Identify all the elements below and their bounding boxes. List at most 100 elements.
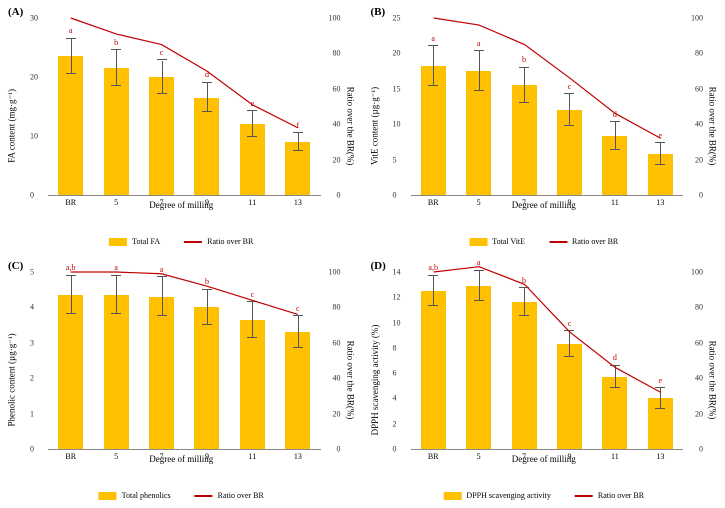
y2-tick: 100 [691, 14, 703, 23]
y2-tick: 80 [695, 49, 703, 58]
ratio-line [48, 272, 321, 449]
y-axis-label: FA content (mg·g⁻¹) [7, 89, 18, 163]
x-axis-label: Degree of milling [512, 454, 576, 464]
y-axis-label: VitE content (µg·g⁻¹) [369, 87, 380, 165]
y2-tick: 60 [695, 84, 703, 93]
y2-tick: 0 [337, 191, 341, 200]
legend-line-label: Ratio over BR [598, 491, 644, 500]
y2-tick: 80 [333, 303, 341, 312]
y-tick: 0 [393, 191, 397, 200]
y2-tick: 100 [691, 268, 703, 277]
sig-letter: a,b [66, 263, 76, 272]
legend-line-label: Ratio over BR [218, 491, 264, 500]
y-tick: 5 [30, 268, 34, 277]
y-tick: 20 [393, 49, 401, 58]
x-tick-label: BR [411, 452, 456, 461]
x-tick-label: 13 [638, 198, 683, 207]
x-tick-label: BR [411, 198, 456, 207]
y2-tick: 40 [333, 374, 341, 383]
legend-line: Ratio over BR [575, 491, 644, 500]
ratio-line [411, 272, 684, 449]
y2-tick: 60 [695, 338, 703, 347]
legend-bar-label: DPPH scavenging activity [466, 491, 550, 500]
x-tick-label: 5 [456, 198, 501, 207]
legend-bar: Total VitE [469, 237, 525, 246]
y-tick: 0 [30, 445, 34, 454]
panel-label: (D) [371, 260, 386, 272]
plot-area: 0102030020406080100aBRb5c7d9e11f13 [48, 18, 321, 196]
legend-line: Ratio over BR [184, 237, 253, 246]
y2-tick: 20 [695, 155, 703, 164]
x-tick-label: 5 [93, 452, 138, 461]
ratio-line [48, 18, 321, 195]
plot-area: 0510152025020406080100aBRa5b7c9d11e13 [411, 18, 684, 196]
y2-tick: 0 [699, 191, 703, 200]
y-tick: 2 [30, 374, 34, 383]
legend-line-label: Ratio over BR [572, 237, 618, 246]
y-tick: 4 [30, 303, 34, 312]
y2-tick: 80 [333, 49, 341, 58]
legend-bar-label: Total VitE [492, 237, 525, 246]
y2-tick: 0 [337, 445, 341, 454]
y-tick: 1 [30, 409, 34, 418]
y2-axis-label: Ratio over the BR(%) [346, 341, 356, 420]
y-tick: 0 [30, 191, 34, 200]
y2-tick: 40 [695, 374, 703, 383]
legend: DPPH scavenging activity Ratio over BR [443, 491, 644, 500]
y2-tick: 40 [695, 120, 703, 129]
panel-label: (B) [371, 6, 386, 18]
y2-tick: 80 [695, 303, 703, 312]
panel-label: (C) [8, 260, 23, 272]
x-tick-label: BR [48, 452, 93, 461]
y-tick: 15 [393, 84, 401, 93]
legend: Total VitE Ratio over BR [469, 237, 618, 246]
x-tick-label: 11 [230, 198, 275, 207]
x-tick-label: BR [48, 198, 93, 207]
y2-tick: 20 [333, 155, 341, 164]
x-tick-label: 5 [456, 452, 501, 461]
legend-line: Ratio over BR [549, 237, 618, 246]
y-axis-label: Phenolic content (µg·g⁻¹) [7, 333, 18, 426]
x-tick-label: 13 [275, 452, 320, 461]
legend-bar-label: Total phenolics [122, 491, 171, 500]
x-tick-label: 11 [592, 198, 637, 207]
y-tick: 12 [393, 293, 401, 302]
y-tick: 10 [30, 132, 38, 141]
y-tick: 6 [393, 369, 397, 378]
y-tick: 8 [393, 343, 397, 352]
y-tick: 5 [393, 155, 397, 164]
legend-line-label: Ratio over BR [207, 237, 253, 246]
y-tick: 4 [393, 394, 397, 403]
x-tick-label: 11 [592, 452, 637, 461]
y2-tick: 60 [333, 338, 341, 347]
y-tick: 0 [393, 445, 397, 454]
legend-bar: Total phenolics [99, 491, 171, 500]
legend: Total phenolics Ratio over BR [99, 491, 264, 500]
y2-tick: 20 [695, 409, 703, 418]
y2-axis-label: Ratio over the BR(%) [346, 87, 356, 166]
x-axis-label: Degree of milling [149, 200, 213, 210]
y2-tick: 0 [699, 445, 703, 454]
panel-a: (A) 0102030020406080100aBRb5c7d9e11f13 FA … [0, 0, 363, 254]
sig-letter: a [477, 258, 481, 267]
y-tick: 14 [393, 268, 401, 277]
y-tick: 25 [393, 14, 401, 23]
sig-letter: a [114, 263, 118, 272]
panel-d: (D) 02468101214020406080100a,bBRa5b7c9d11… [363, 254, 725, 508]
legend-bar: Total FA [109, 237, 160, 246]
y-tick: 3 [30, 338, 34, 347]
y2-tick: 40 [333, 120, 341, 129]
x-axis-label: Degree of milling [512, 200, 576, 210]
panel-label: (A) [8, 6, 23, 18]
x-tick-label: 11 [230, 452, 275, 461]
x-tick-label: 13 [275, 198, 320, 207]
y2-tick: 100 [329, 14, 341, 23]
y-tick: 20 [30, 73, 38, 82]
y-axis-label: DPPH scavenging activity (%) [370, 325, 380, 436]
ratio-line [411, 18, 684, 195]
y2-axis-label: Ratio over the BR(%) [708, 87, 718, 166]
x-axis-label: Degree of milling [149, 454, 213, 464]
sig-letter: a,b [428, 263, 438, 272]
y2-tick: 100 [329, 268, 341, 277]
plot-area: 02468101214020406080100a,bBRa5b7c9d11e13 [411, 272, 684, 450]
